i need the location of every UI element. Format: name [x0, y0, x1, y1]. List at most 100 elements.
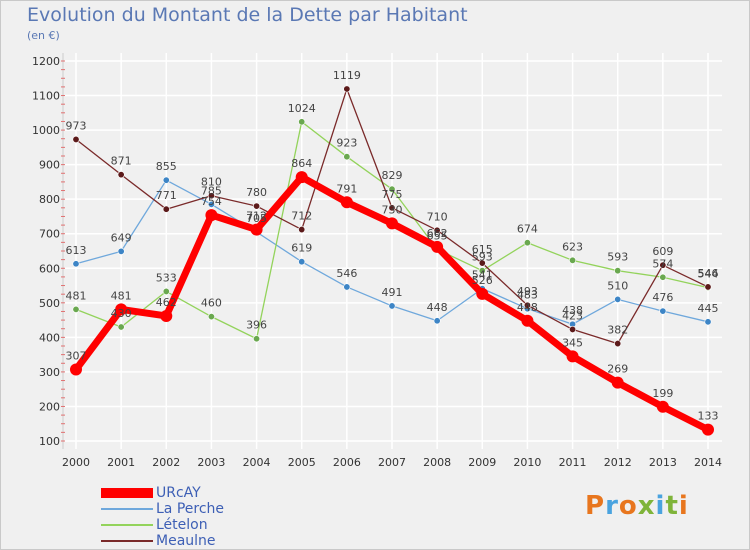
- data-label-urcay: 864: [291, 157, 312, 170]
- data-label-meaulne: 712: [291, 210, 312, 223]
- data-point-l-telon: [343, 153, 351, 161]
- data-point-la-perche: [433, 317, 441, 325]
- data-point-meaulne: [72, 135, 80, 143]
- data-label-l-telon: 623: [562, 240, 583, 253]
- data-label-l-telon: 593: [607, 251, 628, 264]
- data-label-urcay: 791: [336, 182, 357, 195]
- data-label-la-perche: 541: [472, 269, 493, 282]
- data-point-l-telon: [72, 305, 80, 313]
- legend-item-urcay: URcAY: [101, 485, 224, 501]
- data-label-meaulne: 1119: [333, 69, 361, 82]
- data-point-urcay: [205, 209, 218, 222]
- data-label-l-telon: 1024: [288, 102, 316, 115]
- data-label-meaulne: 780: [246, 186, 267, 199]
- data-point-urcay: [656, 400, 669, 413]
- data-point-meaulne: [207, 192, 215, 200]
- data-label-l-telon: 655: [427, 229, 448, 242]
- data-label-meaulne: 609: [652, 245, 673, 258]
- x-tick-label: 2014: [694, 456, 722, 469]
- legend-item-meaulne: Meaulne: [101, 533, 224, 549]
- data-point-la-perche: [162, 176, 170, 184]
- y-tick-label: 800: [39, 193, 60, 206]
- data-point-meaulne: [569, 325, 577, 333]
- data-label-la-perche: 855: [156, 160, 177, 173]
- data-point-urcay: [115, 303, 128, 316]
- proxiti-logo: Proxiti: [585, 491, 689, 521]
- data-point-meaulne: [433, 226, 441, 234]
- plot-area: [63, 53, 739, 449]
- y-tick-label: 100: [39, 435, 60, 448]
- data-label-meaulne: 973: [66, 119, 87, 132]
- y-tick-label: 900: [39, 159, 60, 172]
- y-tick-label: 1200: [32, 55, 60, 68]
- data-label-urcay: 712: [246, 210, 267, 223]
- data-label-l-telon: 923: [336, 137, 357, 150]
- data-point-l-telon: [388, 185, 396, 193]
- data-label-urcay: 269: [607, 363, 628, 376]
- y-tick-label: 600: [39, 262, 60, 275]
- chart-legend: URcAY La Perche Lételon Meaulne: [101, 485, 224, 549]
- data-label-la-perche: 476: [652, 291, 673, 304]
- data-point-urcay: [521, 314, 534, 327]
- data-label-la-perche: 483: [517, 289, 538, 302]
- chart-title: Evolution du Montant de la Dette par Hab…: [27, 4, 468, 26]
- data-label-urcay: 526: [472, 274, 493, 287]
- data-label-meaulne: 423: [562, 309, 583, 322]
- data-point-la-perche: [298, 258, 306, 266]
- data-point-l-telon: [253, 335, 261, 343]
- data-point-l-telon: [659, 273, 667, 281]
- data-label-urcay: 448: [517, 301, 538, 314]
- data-label-meaulne: 382: [607, 324, 628, 337]
- data-label-l-telon: 829: [382, 169, 403, 182]
- data-label-urcay: 462: [156, 296, 177, 309]
- x-tick-label: 2008: [423, 456, 451, 469]
- logo-letter: r: [605, 491, 619, 521]
- data-label-la-perche: 445: [698, 302, 719, 315]
- x-tick-label: 2002: [152, 456, 180, 469]
- data-label-meaulne: 493: [517, 285, 538, 298]
- legend-swatch: [101, 508, 153, 510]
- x-tick-label: 2012: [604, 456, 632, 469]
- data-point-meaulne: [614, 340, 622, 348]
- logo-letter: i: [678, 491, 689, 521]
- x-tick-label: 2013: [649, 456, 677, 469]
- data-label-l-telon: 574: [652, 257, 673, 270]
- data-point-l-telon: [523, 239, 531, 247]
- x-tick-label: 2011: [559, 456, 587, 469]
- data-label-meaulne: 810: [201, 176, 222, 189]
- data-label-la-perche: 546: [336, 267, 357, 280]
- data-label-l-telon: 460: [201, 297, 222, 310]
- legend-label: Lételon: [156, 517, 208, 533]
- data-point-urcay: [295, 171, 308, 184]
- data-label-l-telon: 396: [246, 319, 267, 332]
- data-label-l-telon: 674: [517, 223, 538, 236]
- logo-letter: t: [665, 491, 679, 521]
- chart-subtitle: (en €): [27, 29, 60, 42]
- data-point-urcay: [611, 376, 624, 389]
- data-label-l-telon: 544: [698, 268, 719, 281]
- data-label-meaulne: 871: [111, 155, 132, 168]
- legend-swatch: [101, 488, 153, 498]
- data-point-la-perche: [343, 283, 351, 291]
- data-label-meaulne: 771: [156, 189, 177, 202]
- y-tick-label: 400: [39, 331, 60, 344]
- data-point-la-perche: [72, 260, 80, 268]
- data-label-la-perche: 649: [111, 231, 132, 244]
- data-point-la-perche: [207, 200, 215, 208]
- data-point-meaulne: [704, 283, 712, 291]
- data-label-la-perche: 613: [66, 244, 87, 257]
- data-point-urcay: [476, 287, 489, 300]
- data-point-urcay: [386, 217, 398, 230]
- legend-swatch: [101, 524, 153, 526]
- data-point-la-perche: [614, 295, 622, 303]
- data-label-l-telon: 481: [66, 289, 87, 302]
- data-point-la-perche: [388, 302, 396, 310]
- data-point-meaulne: [298, 226, 306, 234]
- data-label-urcay: 307: [66, 349, 87, 362]
- x-tick-label: 2001: [107, 456, 135, 469]
- data-label-l-telon: 593: [472, 251, 493, 264]
- x-tick-label: 2005: [288, 456, 316, 469]
- y-tick-label: 300: [39, 366, 60, 379]
